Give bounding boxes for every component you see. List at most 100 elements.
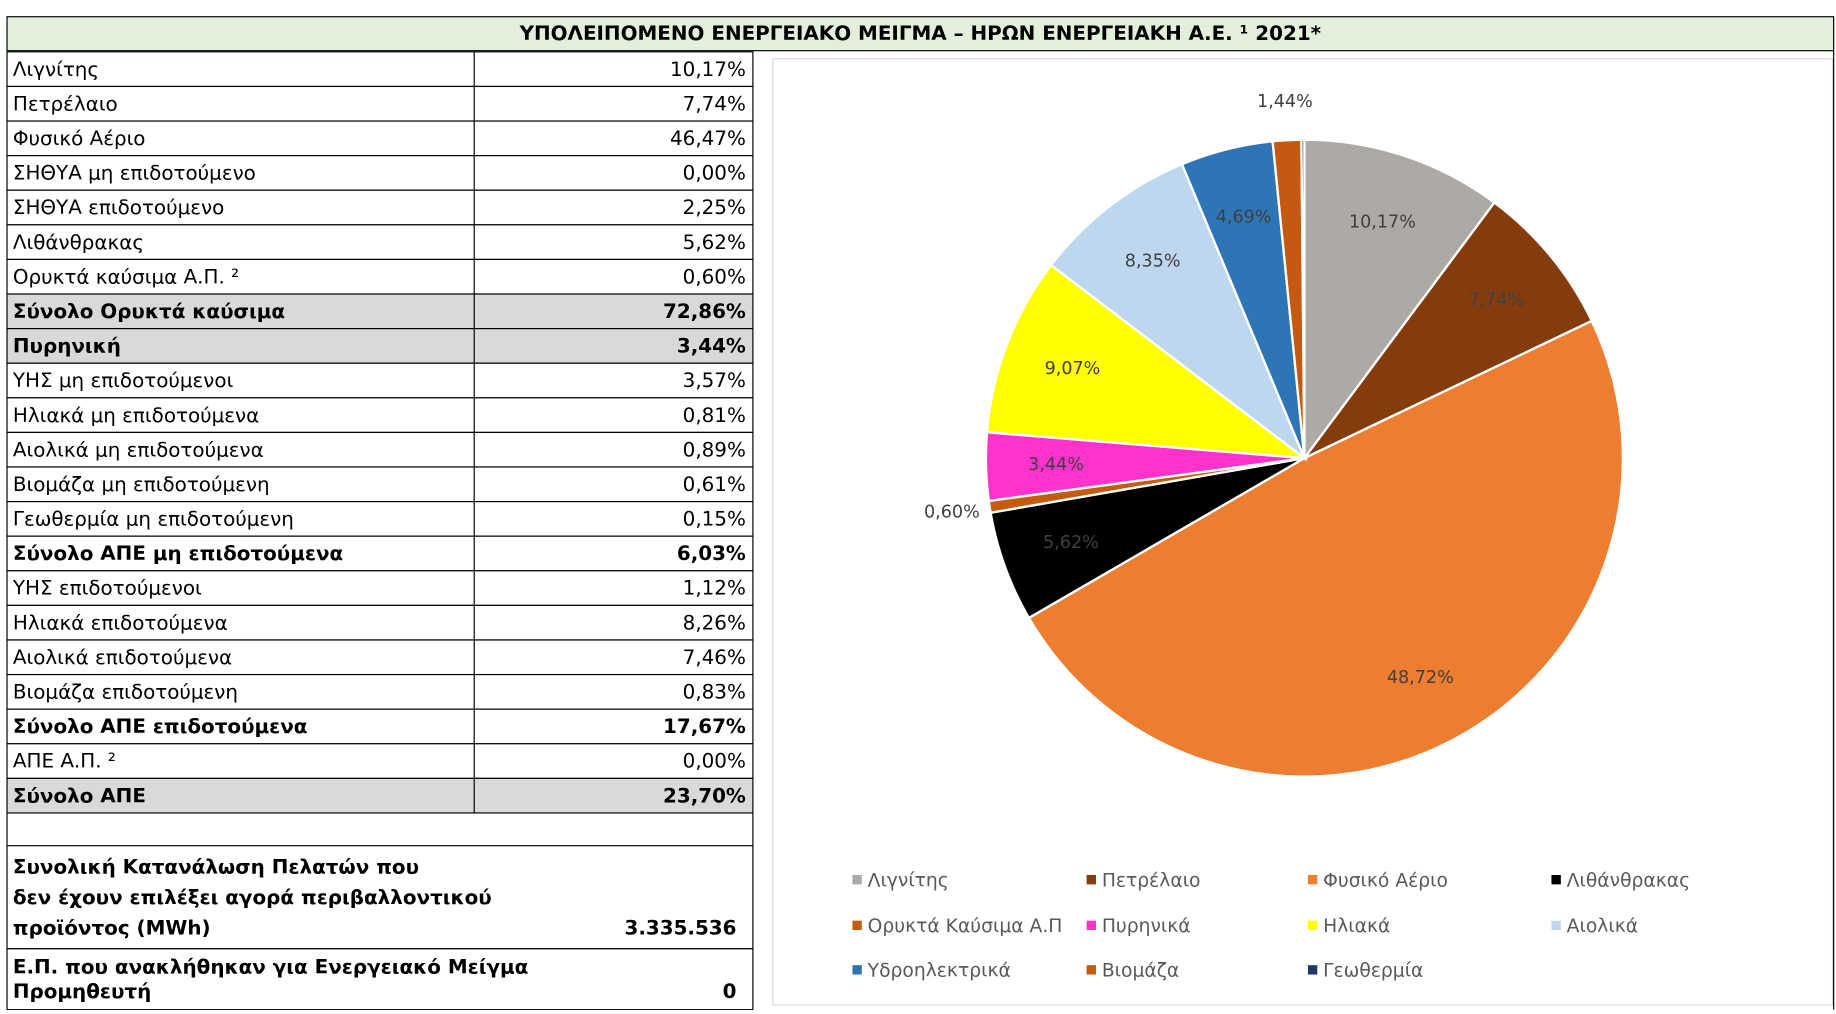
- row-label: Φυσικό Αέριο: [13, 127, 146, 150]
- table-row: [6, 293, 754, 330]
- pie-slice: [1300, 138, 1306, 459]
- row-value: 0,81%: [683, 404, 746, 427]
- legend-label: Υδροηλεκτρικά: [867, 961, 1011, 982]
- table-row: [6, 501, 754, 537]
- data-label: 8,35%: [1125, 251, 1181, 271]
- row-value: 6,03%: [677, 542, 746, 565]
- pie-slice: [1027, 319, 1625, 778]
- row-value: 0,00%: [683, 162, 746, 185]
- data-label: 10,17%: [1349, 212, 1416, 232]
- row-value: 0,60%: [683, 265, 746, 288]
- row-value: 23,70%: [663, 784, 746, 807]
- legend-marker: [852, 965, 862, 975]
- summary-label: Ε.Π. που ανακλήθηκαν για Ενεργειακό Μείγ…: [13, 956, 528, 979]
- row-label: Ορυκτά καύσιμα Α.Π. ²: [13, 265, 239, 288]
- row-value: 7,46%: [683, 646, 746, 669]
- row-label: ΥΗΣ μη επιδοτούμενοι: [12, 369, 234, 392]
- row-value: 3,44%: [677, 335, 746, 358]
- table-row: [6, 708, 754, 745]
- summary-value: 3.335.536: [625, 916, 737, 939]
- legend-marker: [1307, 875, 1318, 885]
- summary-row: [6, 845, 754, 950]
- row-label: Βιομάζα επιδοτούμενη: [13, 681, 238, 704]
- row-value: 46,47%: [670, 127, 746, 150]
- summary-label: Συνολική Κατανάλωση Πελατών που: [13, 855, 419, 878]
- data-label: 4,69%: [1216, 207, 1272, 227]
- row-label: Σύνολο Ορυκτά καύσιμα: [13, 300, 285, 323]
- table-row: [6, 777, 754, 814]
- table-row: [6, 85, 754, 122]
- table-row: [6, 120, 754, 157]
- row-value: 5,62%: [683, 231, 746, 254]
- row-value: 2,25%: [683, 196, 746, 219]
- row-value: 3,57%: [683, 369, 746, 392]
- table-row: [6, 639, 754, 676]
- row-label: Λιθάνθρακας: [13, 231, 144, 254]
- row-label: Σύνολο ΑΠΕ μη επιδοτούμενα: [13, 542, 343, 565]
- legend-marker: [1086, 965, 1096, 975]
- row-label: Πυρηνική: [13, 335, 121, 358]
- row-label: Ηλιακά επιδοτούμενα: [13, 611, 228, 634]
- legend-marker: [1307, 965, 1318, 975]
- row-value: 8,26%: [683, 611, 746, 634]
- legend-marker: [852, 920, 862, 931]
- row-value: 10,17%: [670, 58, 746, 81]
- row-value: 0,15%: [683, 508, 746, 531]
- data-label: 0,60%: [924, 503, 980, 523]
- table-row: [6, 431, 754, 468]
- table-row: [6, 258, 754, 295]
- row-value: 0,89%: [683, 438, 746, 461]
- data-label: 48,72%: [1387, 668, 1454, 688]
- table-row: [6, 51, 754, 88]
- pie-slice: [1303, 200, 1594, 460]
- legend-label: Βιομάζα: [1102, 961, 1179, 982]
- row-label: Αιολικά μη επιδοτούμενα: [13, 438, 264, 461]
- table-row: [6, 570, 754, 606]
- table-row: [6, 189, 754, 226]
- data-label: 5,62%: [1043, 533, 1099, 553]
- summary-label: Προμηθευτή: [13, 980, 151, 1003]
- table-row: [6, 604, 754, 641]
- row-label: Αιολικά επιδοτούμενα: [13, 646, 232, 669]
- table-row: [6, 362, 754, 399]
- row-value: 17,67%: [663, 715, 746, 738]
- pie-slice: [985, 263, 1309, 460]
- table-row: [6, 328, 754, 364]
- pie-slice: [1049, 162, 1308, 462]
- row-value: 7,74%: [683, 92, 746, 115]
- row-label: ΥΗΣ επιδοτούμενοι: [12, 577, 202, 600]
- table: Λιγνίτης 10,17% Πετρέλαιο 7,74% Φυσικό Αέριο…: [6, 51, 754, 1011]
- legend-marker: [852, 875, 862, 885]
- table-row: [6, 535, 754, 572]
- data-label: 1,44%: [1257, 92, 1313, 112]
- row-label: Σύνολο ΑΠΕ επιδοτούμενα: [13, 715, 308, 738]
- legend-label: Λιθάνθρακας: [1567, 870, 1690, 891]
- legend-marker: [1086, 920, 1096, 931]
- summary-label: δεν έχουν επιλέξει αγορά περιβαλλοντικού: [13, 886, 492, 909]
- legend-label: Ορυκτά Καύσιμα Α.Π: [868, 916, 1063, 937]
- row-value: 0,83%: [683, 681, 746, 704]
- row-value: 0,00%: [683, 750, 746, 773]
- legend-label: Λιγνίτης: [868, 870, 949, 891]
- row-label: Σύνολο ΑΠΕ: [13, 784, 146, 807]
- legend-label: Φυσικό Αέριο: [1323, 870, 1448, 891]
- data-label: 7,74%: [1468, 290, 1524, 310]
- row-label: ΣΗΘΥΑ μη επιδοτούμενο: [13, 162, 256, 185]
- table-row: [6, 397, 754, 433]
- data-label: 9,07%: [1045, 359, 1101, 379]
- pie-chart: 10,17% 7,74% 48,72% 5,62% 0,60% 3,44% 9,07% 8,3…: [852, 92, 1690, 982]
- row-label: Γεωθερμία μη επιδοτούμενη: [13, 508, 294, 531]
- legend-label: Γεωθερμία: [1323, 961, 1423, 982]
- data-label: 3,44%: [1028, 455, 1084, 475]
- summary-value: 0: [723, 980, 737, 1003]
- legend-label: Πετρέλαιο: [1102, 870, 1201, 891]
- summary-row: [6, 948, 754, 1011]
- legend-label: Αιολικά: [1567, 916, 1638, 937]
- legend-label: Πυρηνικά: [1102, 916, 1191, 937]
- row-label: Λιγνίτης: [13, 58, 99, 81]
- row-label: Πετρέλαιο: [13, 92, 118, 115]
- legend-marker: [1551, 920, 1561, 931]
- row-label: ΣΗΘΥΑ επιδοτούμενο: [13, 196, 224, 219]
- row-value: 0,61%: [683, 473, 746, 496]
